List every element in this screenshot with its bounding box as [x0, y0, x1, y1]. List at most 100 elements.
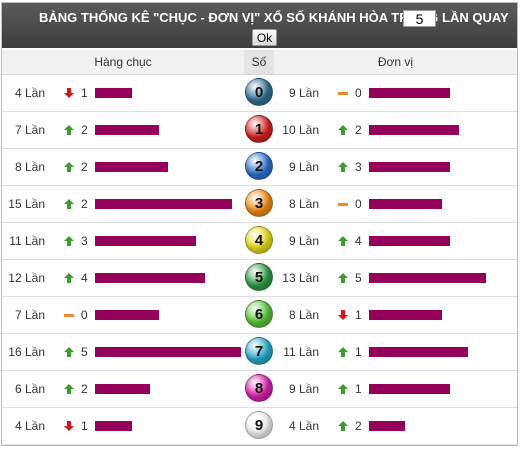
table-row: 7 Lần 2 1 10 Lần 2 — [2, 112, 517, 149]
table-row: 8 Lần 2 2 9 Lần 3 — [2, 149, 517, 186]
tens-times: 8 Lần — [14, 160, 45, 174]
number-ball: 8 — [245, 374, 273, 402]
units-frequency-bar — [369, 88, 450, 98]
tens-delta: 4 — [81, 271, 88, 285]
tens-times: 15 Lần — [8, 197, 45, 211]
trend-up-icon — [63, 161, 75, 173]
units-delta: 0 — [355, 86, 362, 100]
title-suffix: LẦN QUAY — [442, 10, 509, 25]
trend-down-icon — [63, 420, 75, 432]
tens-times: 6 Lần — [14, 382, 45, 396]
units-times: 9 Lần — [288, 86, 319, 100]
trend-down-icon — [337, 309, 349, 321]
units-times: 8 Lần — [288, 197, 319, 211]
units-times: 11 Lần — [283, 345, 319, 359]
table-row: 11 Lần 3 4 9 Lần 4 — [2, 223, 517, 260]
tens-delta: 5 — [81, 345, 88, 359]
trend-same-icon — [337, 87, 349, 99]
trend-up-icon — [63, 198, 75, 210]
title-row: BẢNG THỐNG KÊ "CHỤC - ĐƠN VỊ" XỔ SỐ KHÁN… — [2, 7, 517, 27]
units-times: 9 Lần — [288, 160, 319, 174]
title-bar: BẢNG THỐNG KÊ "CHỤC - ĐƠN VỊ" XỔ SỐ KHÁN… — [2, 3, 517, 48]
table-row: 7 Lần 0 6 8 Lần 1 — [2, 297, 517, 334]
trend-up-icon — [337, 235, 349, 247]
trend-up-icon — [63, 346, 75, 358]
tens-delta: 1 — [81, 86, 88, 100]
table-row: 4 Lần 1 0 9 Lần 0 — [2, 75, 517, 112]
tens-times: 11 Lần — [9, 234, 45, 248]
units-frequency-bar — [369, 310, 442, 320]
units-delta: 5 — [355, 271, 362, 285]
units-delta: 2 — [355, 123, 362, 137]
units-times: 9 Lần — [288, 382, 319, 396]
units-frequency-bar — [369, 347, 468, 357]
trend-down-icon — [63, 87, 75, 99]
units-frequency-bar — [369, 236, 450, 246]
tens-frequency-bar — [95, 347, 241, 357]
tens-times: 4 Lần — [14, 419, 45, 433]
number-ball: 7 — [245, 337, 273, 365]
number-ball: 2 — [245, 152, 273, 180]
draw-count-input[interactable]: 5 — [403, 10, 436, 27]
trend-up-icon — [337, 124, 349, 136]
tens-frequency-bar — [95, 199, 232, 209]
trend-up-icon — [337, 272, 349, 284]
tens-times: 4 Lần — [14, 86, 45, 100]
units-times: 13 Lần — [282, 271, 319, 285]
units-times: 8 Lần — [288, 308, 319, 322]
tens-delta: 1 — [81, 419, 88, 433]
trend-up-icon — [337, 161, 349, 173]
trend-same-icon — [337, 198, 349, 210]
tens-frequency-bar — [95, 384, 150, 394]
tens-delta: 0 — [81, 308, 88, 322]
trend-up-icon — [337, 420, 349, 432]
number-ball: 9 — [245, 411, 273, 439]
tens-times: 7 Lần — [14, 123, 45, 137]
tens-times: 16 Lần — [8, 345, 45, 359]
units-times: 10 Lần — [282, 123, 319, 137]
number-ball: 3 — [245, 189, 273, 217]
number-ball: 6 — [245, 300, 273, 328]
column-header-tens: Hàng chục — [94, 55, 152, 69]
column-header-units: Đơn vị — [377, 55, 414, 69]
trend-up-icon — [63, 383, 75, 395]
tens-times: 7 Lần — [14, 308, 45, 322]
number-ball: 1 — [245, 115, 273, 143]
table-row: 6 Lần 2 8 9 Lần 1 — [2, 371, 517, 408]
units-frequency-bar — [369, 384, 450, 394]
trend-up-icon — [63, 124, 75, 136]
tens-frequency-bar — [95, 236, 196, 246]
column-header-number: Số — [244, 50, 274, 74]
units-delta: 1 — [355, 345, 362, 359]
units-frequency-bar — [369, 199, 442, 209]
trend-up-icon — [63, 272, 75, 284]
units-frequency-bar — [369, 421, 405, 431]
units-delta: 2 — [355, 419, 362, 433]
table-header: Hàng chục Số Đơn vị — [2, 50, 517, 75]
trend-same-icon — [63, 309, 75, 321]
tens-times: 12 Lần — [8, 271, 45, 285]
tens-frequency-bar — [95, 125, 159, 135]
number-ball: 4 — [245, 226, 273, 254]
table-row: 4 Lần 1 9 4 Lần 2 — [2, 408, 517, 445]
tens-frequency-bar — [95, 273, 205, 283]
units-delta: 3 — [355, 160, 362, 174]
tens-delta: 2 — [81, 197, 88, 211]
tens-delta: 2 — [81, 160, 88, 174]
trend-up-icon — [337, 383, 349, 395]
tens-delta: 2 — [81, 123, 88, 137]
units-delta: 1 — [355, 308, 362, 322]
table-row: 12 Lần 4 5 13 Lần 5 — [2, 260, 517, 297]
title-prefix: BẢNG THỐNG KÊ "CHỤC - ĐƠN VỊ" XỔ SỐ KHÁN… — [39, 10, 439, 25]
ok-button[interactable]: Ok — [252, 29, 277, 46]
table-row: 15 Lần 2 3 8 Lần 0 — [2, 186, 517, 223]
trend-up-icon — [337, 346, 349, 358]
units-delta: 0 — [355, 197, 362, 211]
tens-frequency-bar — [95, 88, 132, 98]
number-ball: 0 — [245, 78, 273, 106]
tens-delta: 2 — [81, 382, 88, 396]
statistics-panel: BẢNG THỐNG KÊ "CHỤC - ĐƠN VỊ" XỔ SỐ KHÁN… — [1, 2, 518, 446]
tens-delta: 3 — [81, 234, 88, 248]
units-frequency-bar — [369, 125, 459, 135]
units-frequency-bar — [369, 273, 486, 283]
